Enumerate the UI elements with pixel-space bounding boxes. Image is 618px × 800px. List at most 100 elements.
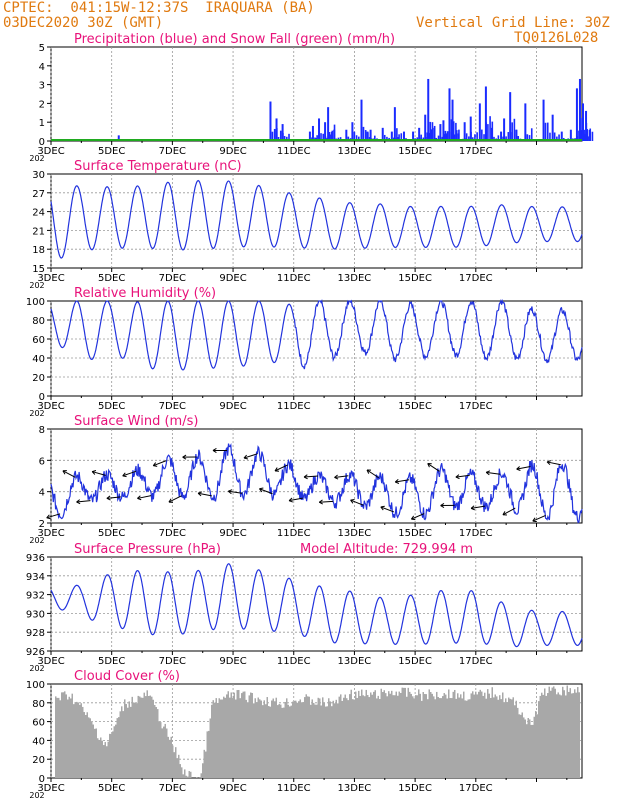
cloud-bar <box>359 695 361 778</box>
cloud-bar <box>554 688 556 778</box>
series-line <box>50 563 583 648</box>
cloud-bar <box>286 698 288 778</box>
cloud-bar <box>242 691 244 778</box>
precip-bar <box>386 136 388 141</box>
cloud-bar <box>538 701 540 778</box>
y-tick-label: 40 <box>32 354 45 365</box>
cloud-bar <box>433 696 435 778</box>
precip-bar <box>347 136 350 141</box>
cloud-bar <box>112 731 114 778</box>
wind-arrow-head <box>350 498 355 504</box>
year-label: 202 <box>29 409 44 418</box>
cloud-bar <box>572 693 574 778</box>
cloud-bar <box>544 688 546 778</box>
x-tick-label: 5DEC <box>98 273 125 284</box>
cloud-bar <box>265 704 267 778</box>
cloud-bar <box>404 687 406 778</box>
cloud-bar <box>178 754 180 778</box>
cloud-bar <box>415 695 417 778</box>
y-tick-label: 60 <box>32 335 45 346</box>
cloud-bar <box>76 701 78 778</box>
cloud-bar <box>400 692 402 778</box>
wind-arrow <box>502 507 516 516</box>
cloud-bar <box>299 699 301 778</box>
precip-bar <box>528 135 531 141</box>
cloud-bar <box>358 690 360 778</box>
x-tick-label: 17DEC <box>459 401 493 412</box>
wind-arrow <box>122 470 137 477</box>
panel-frame <box>50 46 583 142</box>
cloud-bar <box>533 716 535 778</box>
cloud-bar <box>517 707 519 778</box>
cloud-bar <box>539 695 541 778</box>
cloud-bar <box>226 694 228 778</box>
cloud-bar <box>463 691 465 778</box>
wind-arrow-head <box>106 495 111 501</box>
cloud-bar <box>488 693 490 778</box>
precip-bar <box>431 122 434 141</box>
wind-arrow-head <box>455 474 460 480</box>
precip-bar <box>355 135 358 141</box>
cloud-bar <box>245 699 247 778</box>
precip-bar <box>444 130 447 141</box>
precip-bar <box>381 127 384 141</box>
precip-bar <box>569 129 572 141</box>
wind-arrow-head <box>410 515 416 521</box>
cloud-bar <box>137 695 139 778</box>
cloud-bar <box>158 721 160 778</box>
precip-bar <box>329 134 331 141</box>
wind-arrow <box>137 495 152 499</box>
precip-bar <box>451 99 454 141</box>
cloud-bar <box>374 690 376 778</box>
cloud-bar <box>149 695 151 778</box>
precip-bar <box>426 132 429 141</box>
cloud-bar <box>502 692 504 778</box>
cloud-bar <box>487 689 489 778</box>
wind-arrow-head <box>212 447 217 453</box>
cloud-bar <box>337 703 339 778</box>
y-tick-label: 5 <box>39 43 45 54</box>
wind-arrow <box>91 471 106 476</box>
precip-bar <box>369 129 372 141</box>
cloud-bar <box>386 696 388 778</box>
cloud-bar <box>322 697 324 778</box>
cloud-bar <box>508 697 510 778</box>
panel-title: Relative Humidity (%) <box>74 286 216 301</box>
cloud-bar <box>223 696 225 778</box>
cloud-bar <box>92 724 94 778</box>
cloud-bar <box>302 702 304 778</box>
precip-bar <box>474 134 476 141</box>
y-tick-label: 4 <box>39 62 45 73</box>
cloud-bar <box>64 691 66 778</box>
x-tick-label: 9DEC <box>219 273 246 284</box>
x-tick-label: 3DEC <box>37 528 64 539</box>
wind-arrow-head <box>46 514 51 520</box>
cloud-bar <box>457 693 459 778</box>
cloud-bar <box>469 699 471 778</box>
cloud-bar <box>382 692 384 778</box>
precip-bar <box>328 132 331 141</box>
cloud-bar <box>166 728 168 778</box>
cloud-bar <box>113 726 115 778</box>
panel-title: Surface Temperature (nC) <box>74 159 242 174</box>
cloud-bar <box>160 722 162 778</box>
precip-bar <box>396 128 398 141</box>
precip-bar <box>383 134 386 141</box>
cloud-bar <box>130 706 132 778</box>
cloud-bar <box>143 692 145 778</box>
wind-arrow-head <box>485 470 491 476</box>
precip-bar <box>578 78 581 141</box>
cloud-bar <box>307 696 309 778</box>
cloud-bar <box>248 695 250 778</box>
cloud-bar <box>350 689 352 778</box>
cloud-bar <box>515 700 517 778</box>
cloud-bar <box>68 696 70 778</box>
x-tick-label: 9DEC <box>219 401 246 412</box>
wind-arrow-head <box>427 463 432 468</box>
precip-bar <box>327 107 330 141</box>
cloud-bar <box>175 747 177 778</box>
x-tick-label: 5DEC <box>98 783 125 794</box>
cloud-bar <box>62 692 64 778</box>
cloud-bar <box>146 690 148 778</box>
cloud-bar <box>287 704 289 778</box>
